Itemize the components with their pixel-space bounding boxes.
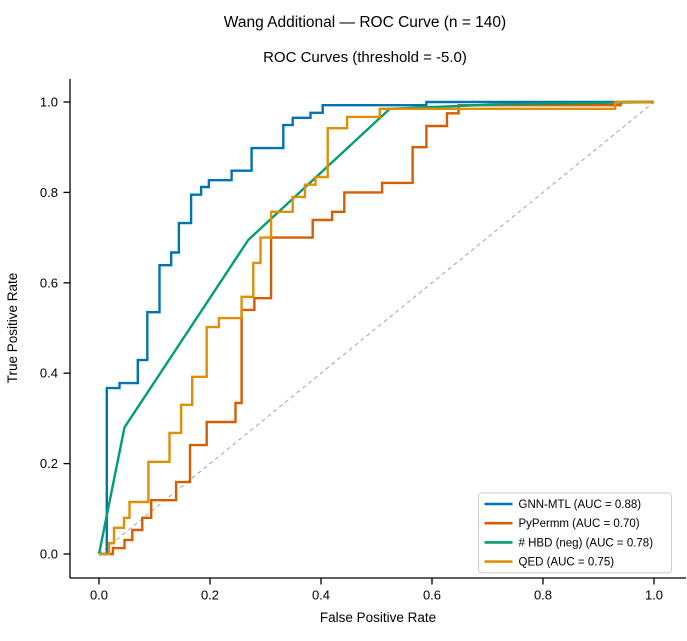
legend-box bbox=[478, 492, 672, 574]
y-tick-label: 0.6 bbox=[40, 275, 58, 290]
y-tick-label: 0.4 bbox=[40, 366, 58, 381]
legend-label-qed: QED (AUC = 0.75) bbox=[519, 557, 615, 569]
legend-label-gnn-mtl: GNN-MTL (AUC = 0.88) bbox=[519, 499, 642, 511]
y-axis-label: True Positive Rate bbox=[5, 273, 20, 384]
y-tick-label: 0.0 bbox=[40, 547, 58, 562]
y-axis-ticks: 0.0 0.2 0.4 0.6 0.8 1.0 bbox=[40, 95, 70, 562]
x-tick-label: 0.0 bbox=[90, 588, 108, 603]
y-tick-label: 1.0 bbox=[40, 95, 58, 110]
x-axis-ticks: 0.0 0.2 0.4 0.6 0.8 1.0 bbox=[90, 578, 663, 603]
chance-diagonal bbox=[98, 101, 655, 555]
plot-area bbox=[97, 100, 655, 556]
chart-subtitle: ROC Curves (threshold = -5.0) bbox=[263, 49, 467, 66]
x-tick-label: 0.2 bbox=[201, 588, 219, 603]
x-tick-label: 1.0 bbox=[645, 588, 663, 603]
x-axis-label: False Positive Rate bbox=[320, 610, 436, 625]
legend-label-pypermm: PyPermm (AUC = 0.70) bbox=[519, 518, 640, 530]
axes: 0.0 0.2 0.4 0.6 0.8 1.0 0.0 0.2 0.4 0.6 0.8 1.0 Fa… bbox=[5, 79, 686, 625]
legend: GNN-MTL (AUC = 0.88) PyPermm (AUC = 0.70)… bbox=[478, 492, 672, 574]
x-tick-label: 0.6 bbox=[423, 588, 441, 603]
chart-title: Wang Additional — ROC Curve (n = 140) bbox=[224, 14, 506, 31]
roc-curve-gnn-mtl bbox=[99, 100, 654, 556]
roc-curve-pypermm bbox=[99, 100, 654, 556]
legend-label--hbd-neg-: # HBD (neg) (AUC = 0.78) bbox=[519, 537, 654, 549]
y-tick-label: 0.8 bbox=[40, 185, 58, 200]
x-tick-label: 0.8 bbox=[534, 588, 552, 603]
x-tick-label: 0.4 bbox=[312, 588, 330, 603]
roc-curve--hbd-neg- bbox=[97, 100, 655, 555]
y-tick-label: 0.2 bbox=[40, 456, 58, 471]
roc-curve-qed bbox=[99, 100, 654, 556]
